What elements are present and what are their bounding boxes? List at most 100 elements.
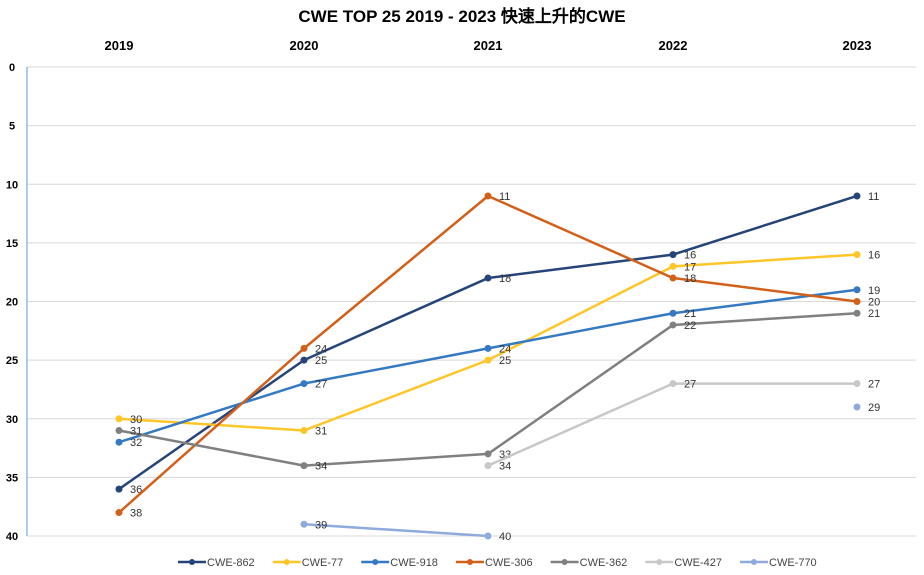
y-tick-label: 20 <box>6 297 18 309</box>
legend-label: CWE-770 <box>769 557 817 569</box>
data-label: 27 <box>868 379 880 391</box>
y-tick-label: 25 <box>6 355 18 367</box>
x-tick-label: 2023 <box>843 38 872 53</box>
data-point <box>669 274 677 282</box>
gridlines <box>26 66 916 537</box>
data-label: 34 <box>315 461 327 473</box>
data-point <box>115 509 123 517</box>
y-tick-label: 10 <box>6 179 18 191</box>
data-label: 17 <box>684 261 696 273</box>
data-point <box>484 462 492 470</box>
data-point <box>853 251 861 259</box>
legend-label: CWE-77 <box>302 557 344 569</box>
data-label: 16 <box>684 250 696 262</box>
data-label: 38 <box>130 508 142 520</box>
series-group: 3625181611303125171632272421193824111820… <box>115 191 880 543</box>
data-label: 18 <box>499 273 511 285</box>
x-tick-label: 2021 <box>474 38 503 53</box>
data-point <box>115 426 123 434</box>
legend: CWE-862 CWE-77 CWE-918 CWE-306 CWE-362 CWE-42… <box>178 557 817 569</box>
data-label: 11 <box>499 191 510 203</box>
series-line <box>303 523 489 538</box>
data-point <box>484 356 492 364</box>
legend-item: CWE-862 <box>178 557 255 569</box>
data-label: 39 <box>315 519 327 531</box>
data-point <box>115 438 123 446</box>
data-label: 40 <box>499 531 511 543</box>
y-axis-ticks: 0 5 10 15 20 25 30 35 40 <box>6 62 18 543</box>
series-cwe-770: 39 40 29 <box>300 402 880 543</box>
series-line <box>118 288 858 444</box>
y-tick-label: 30 <box>6 414 18 426</box>
series-line <box>487 382 857 467</box>
data-point <box>484 450 492 458</box>
data-point <box>300 426 308 434</box>
data-point <box>853 298 861 305</box>
data-label: 20 <box>868 297 880 309</box>
data-point <box>669 262 677 270</box>
data-label: 31 <box>315 425 327 437</box>
data-point <box>484 274 492 282</box>
data-label: 22 <box>684 320 696 332</box>
legend-item: CWE-918 <box>361 557 438 569</box>
legend-label: CWE-427 <box>674 557 722 569</box>
data-point <box>853 192 861 200</box>
data-point <box>669 321 677 329</box>
series-cwe-427: 34 27 27 <box>484 379 880 473</box>
data-label: 21 <box>684 308 696 320</box>
series-cwe-918: 32 27 24 21 19 <box>115 285 880 449</box>
data-point <box>853 403 861 411</box>
y-tick-label: 0 <box>9 62 15 74</box>
data-label: 18 <box>684 273 696 285</box>
data-point <box>853 380 861 388</box>
data-label: 29 <box>868 402 880 414</box>
data-label: 27 <box>315 379 327 391</box>
x-tick-label: 2020 <box>290 38 319 53</box>
data-label: 24 <box>499 343 511 355</box>
legend-marker <box>372 559 379 565</box>
y-tick-label: 15 <box>6 238 18 250</box>
legend-label: CWE-362 <box>580 557 628 569</box>
data-point <box>300 520 308 528</box>
legend-item: CWE-770 <box>740 557 817 569</box>
x-tick-label: 2019 <box>105 38 134 53</box>
data-label: 21 <box>868 308 880 320</box>
data-label: 31 <box>130 425 142 437</box>
legend-marker <box>656 559 663 565</box>
data-label: 25 <box>315 355 327 367</box>
x-tick-label: 2022 <box>659 38 688 53</box>
data-point <box>115 485 123 493</box>
data-label: 27 <box>684 379 696 391</box>
x-axis-ticks: 2019 2020 2021 2022 2023 <box>105 38 872 53</box>
data-point <box>300 356 308 364</box>
data-point <box>669 251 677 259</box>
legend-item: CWE-427 <box>645 557 722 569</box>
data-point <box>853 309 861 317</box>
legend-marker <box>283 559 290 565</box>
legend-item: CWE-362 <box>550 557 628 569</box>
data-point <box>669 309 677 317</box>
y-tick-label: 35 <box>6 472 18 484</box>
data-point <box>300 380 308 388</box>
data-label: 25 <box>499 355 511 367</box>
series-cwe-306: 38 24 11 18 20 <box>115 191 880 520</box>
series-line <box>118 194 858 491</box>
legend-marker <box>189 559 195 565</box>
data-point <box>484 192 492 200</box>
y-tick-label: 40 <box>6 531 18 543</box>
data-point <box>300 344 308 352</box>
data-point <box>300 462 308 470</box>
series-line <box>118 311 858 467</box>
y-tick-label: 5 <box>9 121 15 133</box>
data-label: 16 <box>868 250 880 262</box>
data-label: 30 <box>130 414 142 426</box>
data-point <box>484 532 492 540</box>
legend-marker <box>561 559 568 565</box>
data-label: 24 <box>315 343 327 355</box>
data-point <box>669 380 677 388</box>
legend-label: CWE-862 <box>207 557 255 569</box>
legend-label: CWE-306 <box>485 557 533 569</box>
